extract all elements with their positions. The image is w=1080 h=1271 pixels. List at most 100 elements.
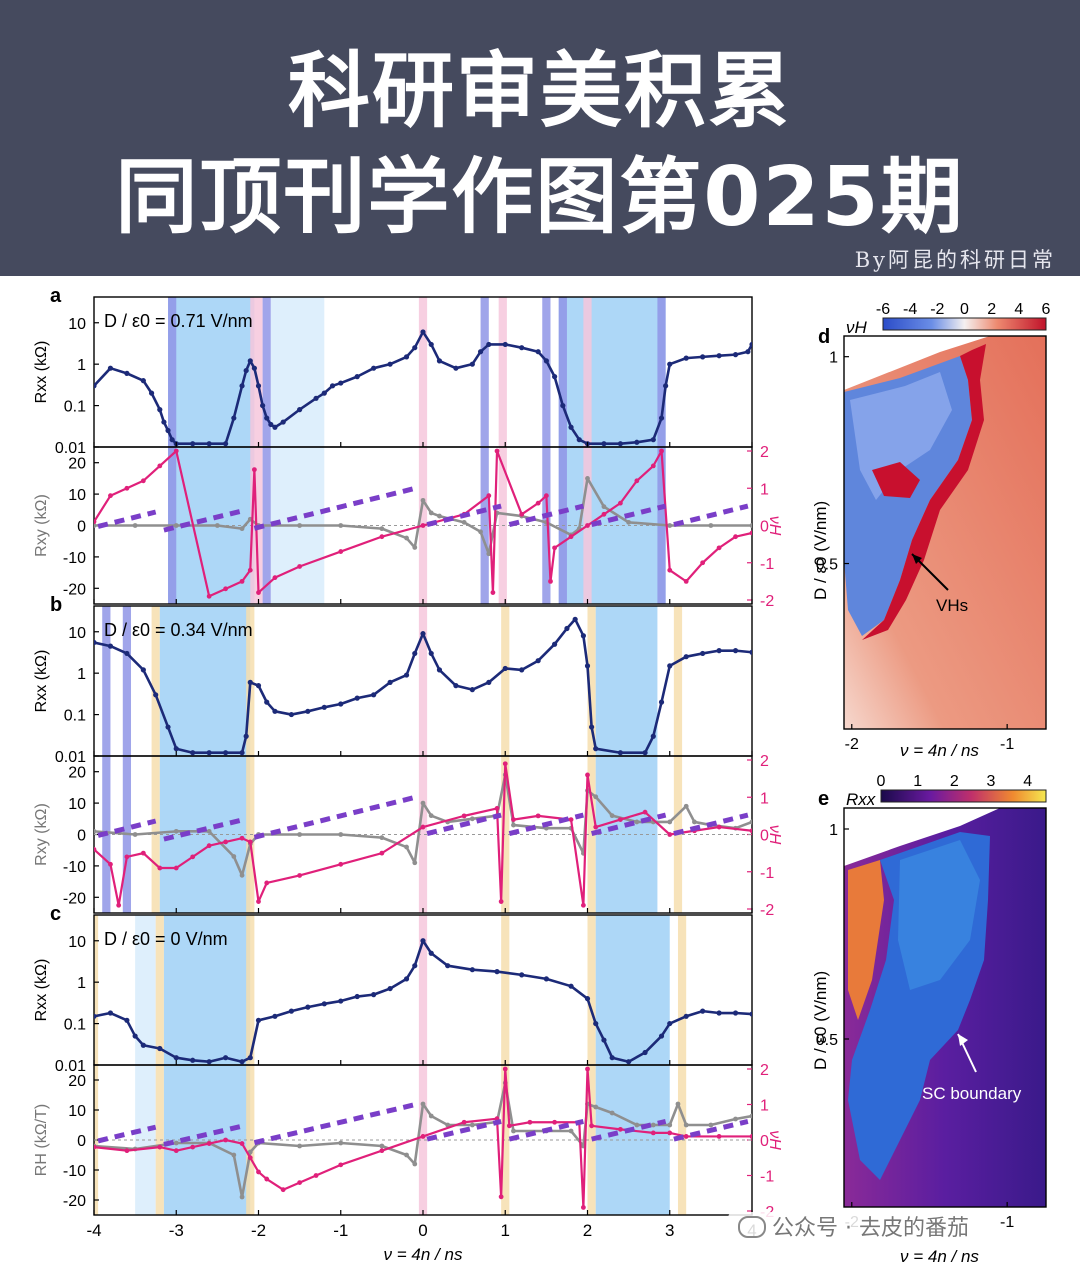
rxx-point: [749, 1011, 752, 1017]
rxy-ytick-label: -20: [63, 890, 86, 907]
fit-dash: [591, 503, 667, 528]
nuh-point: [502, 761, 508, 767]
rxy-ytick-label: -10: [63, 550, 86, 567]
rxx-point: [387, 985, 393, 992]
rxy-point: [404, 535, 409, 541]
rxy-point: [412, 860, 418, 866]
nuh-point: [667, 567, 673, 573]
rxx-point: [403, 672, 410, 678]
nuh-point: [94, 519, 97, 525]
rxx-point: [280, 419, 286, 425]
rxy-point: [733, 1116, 738, 1122]
xtick-label: -3: [169, 1221, 184, 1240]
nuh-point: [618, 817, 623, 822]
nuh-point: [190, 1144, 196, 1150]
rxy-point: [683, 1122, 689, 1128]
nuh-point: [683, 578, 689, 584]
colorbar-e-tick-label: 0: [877, 773, 886, 790]
rxx-point: [272, 708, 278, 714]
nuh-point: [716, 545, 722, 551]
nuh-point: [494, 806, 500, 811]
nuh-point: [667, 832, 673, 837]
rxx-point: [321, 1001, 327, 1007]
rxx-point: [543, 358, 549, 364]
fit-dash: [163, 816, 247, 842]
map-ytick-label: 0.5: [816, 1032, 838, 1049]
band-violet: [102, 606, 111, 913]
rxx-ytick-label: 0.01: [55, 1058, 86, 1075]
rxy-point: [297, 1143, 303, 1149]
rxy-point: [379, 1143, 385, 1149]
band-violet: [480, 297, 489, 604]
rxx-point: [140, 667, 146, 673]
rxx-point: [700, 354, 706, 360]
nuh-ytick-label: -1: [760, 1169, 774, 1186]
nuh-point: [108, 493, 113, 499]
rxy-ytick-label: 0: [77, 828, 86, 845]
rxx-point: [268, 421, 274, 428]
rxx-point: [658, 1033, 665, 1039]
fit-dash: [97, 1124, 157, 1144]
rxy-point: [634, 1122, 640, 1128]
rxy-point: [412, 545, 418, 550]
rxx-point: [288, 711, 294, 718]
heatmap-d-axes: -2 -1 1 0.5: [816, 350, 1015, 753]
rxx-point: [190, 1057, 196, 1063]
rxy-point: [247, 1149, 253, 1155]
rxx-point: [568, 983, 574, 989]
band-light: [270, 297, 325, 604]
band-yellow: [151, 606, 160, 913]
nuh-point: [157, 1144, 163, 1150]
rxx-point: [140, 378, 146, 384]
rxy-point: [231, 1152, 237, 1158]
rxx-point: [107, 1010, 114, 1016]
rxx-point: [190, 750, 196, 756]
rxx-ytick-label: 0.1: [64, 1017, 86, 1034]
rxx-point: [94, 383, 97, 389]
rxx-point: [486, 679, 492, 685]
rxx-point: [107, 643, 114, 649]
panel-b-letter: b: [50, 594, 62, 616]
colorbar-e-tick-label: 4: [1023, 773, 1032, 790]
rxx-point: [745, 349, 751, 355]
nuh-point: [601, 511, 607, 517]
rxx-point: [371, 992, 377, 998]
rxy-ytick-label: 0: [77, 519, 86, 536]
watermark-text: 公众号 · 去皮的番茄: [772, 1216, 969, 1241]
nuh-point: [618, 500, 623, 506]
rxy-point: [94, 828, 97, 834]
rxy-point: [667, 819, 673, 825]
rxx-point: [469, 967, 475, 973]
nuh-ytick-label: 0: [760, 828, 769, 845]
band-pink: [498, 297, 507, 604]
band-violet: [122, 606, 132, 913]
band-sc: [595, 606, 658, 913]
rxy-point: [469, 816, 475, 822]
rxx-ytick-label: 0.01: [55, 749, 86, 766]
nuh-point: [749, 530, 752, 536]
heatmap-e-frame: [843, 807, 1047, 1208]
rxx-point: [436, 667, 443, 673]
band-violet: [168, 297, 177, 604]
rxx-point: [445, 963, 451, 969]
rxy-point: [428, 1113, 434, 1119]
fit-dash: [253, 484, 420, 531]
nuh-point: [589, 1123, 595, 1129]
rxy-ytick-label: -20: [63, 581, 86, 598]
nuh-point: [659, 448, 664, 454]
band-yellow: [587, 606, 596, 913]
rxx-point: [412, 650, 418, 657]
rxx-point: [601, 1037, 607, 1043]
nuh-ylabel: νH: [766, 516, 783, 536]
nuh-point: [580, 902, 586, 908]
panel-a-letter: a: [50, 285, 62, 307]
rxx-ylabel: Rxx (kΩ): [33, 650, 50, 713]
nuh-point: [157, 463, 163, 469]
rxy-point: [173, 1140, 179, 1146]
nuh-point: [272, 575, 278, 581]
rxy-point: [667, 1122, 673, 1128]
panel-e-letter: e: [818, 788, 829, 810]
rxx-point: [206, 1059, 212, 1065]
nuh-point: [642, 809, 648, 815]
